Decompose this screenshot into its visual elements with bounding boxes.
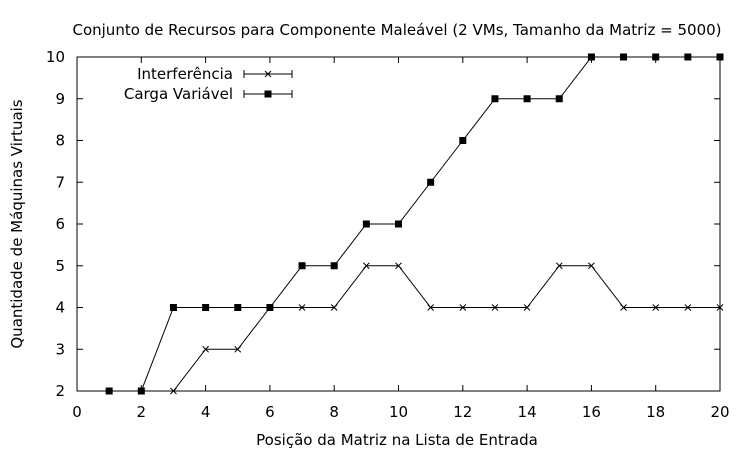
data-point [362,220,370,228]
data-point [330,304,338,311]
chart-title: Conjunto de Recursos para Componente Mal… [72,21,721,39]
x-tick-label: 10 [389,403,408,421]
x-tick-label: 18 [646,403,665,421]
data-point [362,262,370,270]
data-point [620,304,627,311]
x-tick-label: 14 [518,403,537,421]
data-point [652,304,660,311]
x-tick-label: 16 [582,403,601,421]
data-point [427,304,435,311]
data-point [459,137,467,144]
data-point [555,95,563,103]
data-point [395,262,402,270]
y-axis-label: Quantidade de Máquinas Virtuais [8,99,26,348]
data-point [459,304,467,311]
legend-label-interferencia: Interferência [137,65,233,83]
series-1 [105,53,724,395]
x-axis-label: Posição da Matriz na Lista de Entrada [256,431,538,449]
data-point [202,304,210,311]
y-tick-label: 3 [55,340,65,358]
data-point [234,345,242,353]
data-point [298,304,306,311]
legend-marker [264,70,272,78]
series-line [109,56,720,392]
data-point [105,387,113,395]
y-tick-label: 4 [55,299,65,317]
data-point [202,345,209,353]
x-tick-label: 2 [137,403,147,421]
y-tick-label: 10 [46,48,65,66]
series-layer [105,53,724,395]
data-point [588,262,595,270]
data-point [716,304,724,311]
data-point [427,178,435,186]
series-0 [105,262,724,395]
data-point [234,304,242,311]
data-point [555,262,563,270]
y-tick-label: 9 [55,90,65,108]
data-point [684,53,692,61]
x-tick-label: 6 [265,403,275,421]
data-point [491,95,499,103]
legend-label-carga-variavel: Carga Variável [124,85,233,103]
x-tick-label: 0 [72,403,82,421]
data-point [523,304,531,311]
data-point [266,304,274,311]
data-point [587,53,595,61]
data-point [330,262,338,270]
data-point [652,53,660,61]
y-tick-label: 2 [55,382,65,400]
data-point [137,387,145,395]
data-point [684,304,692,311]
y-tick-label: 7 [55,173,65,191]
y-tick-label: 5 [55,257,65,275]
data-point [298,262,306,270]
data-point [523,95,531,103]
data-point [620,53,628,61]
legend: Interferência Carga Variável [124,65,293,103]
x-tick-label: 20 [710,403,729,421]
x-tick-label: 8 [329,403,339,421]
data-point [170,387,177,395]
data-point [395,220,402,228]
data-point [491,304,499,311]
x-tick-label: 4 [201,403,211,421]
data-point [169,304,177,311]
x-tick-label: 12 [453,403,472,421]
data-point [716,53,724,61]
series-line [109,265,720,392]
legend-marker [264,90,272,98]
y-tick-label: 8 [55,132,65,150]
y-tick-label: 6 [55,215,65,233]
